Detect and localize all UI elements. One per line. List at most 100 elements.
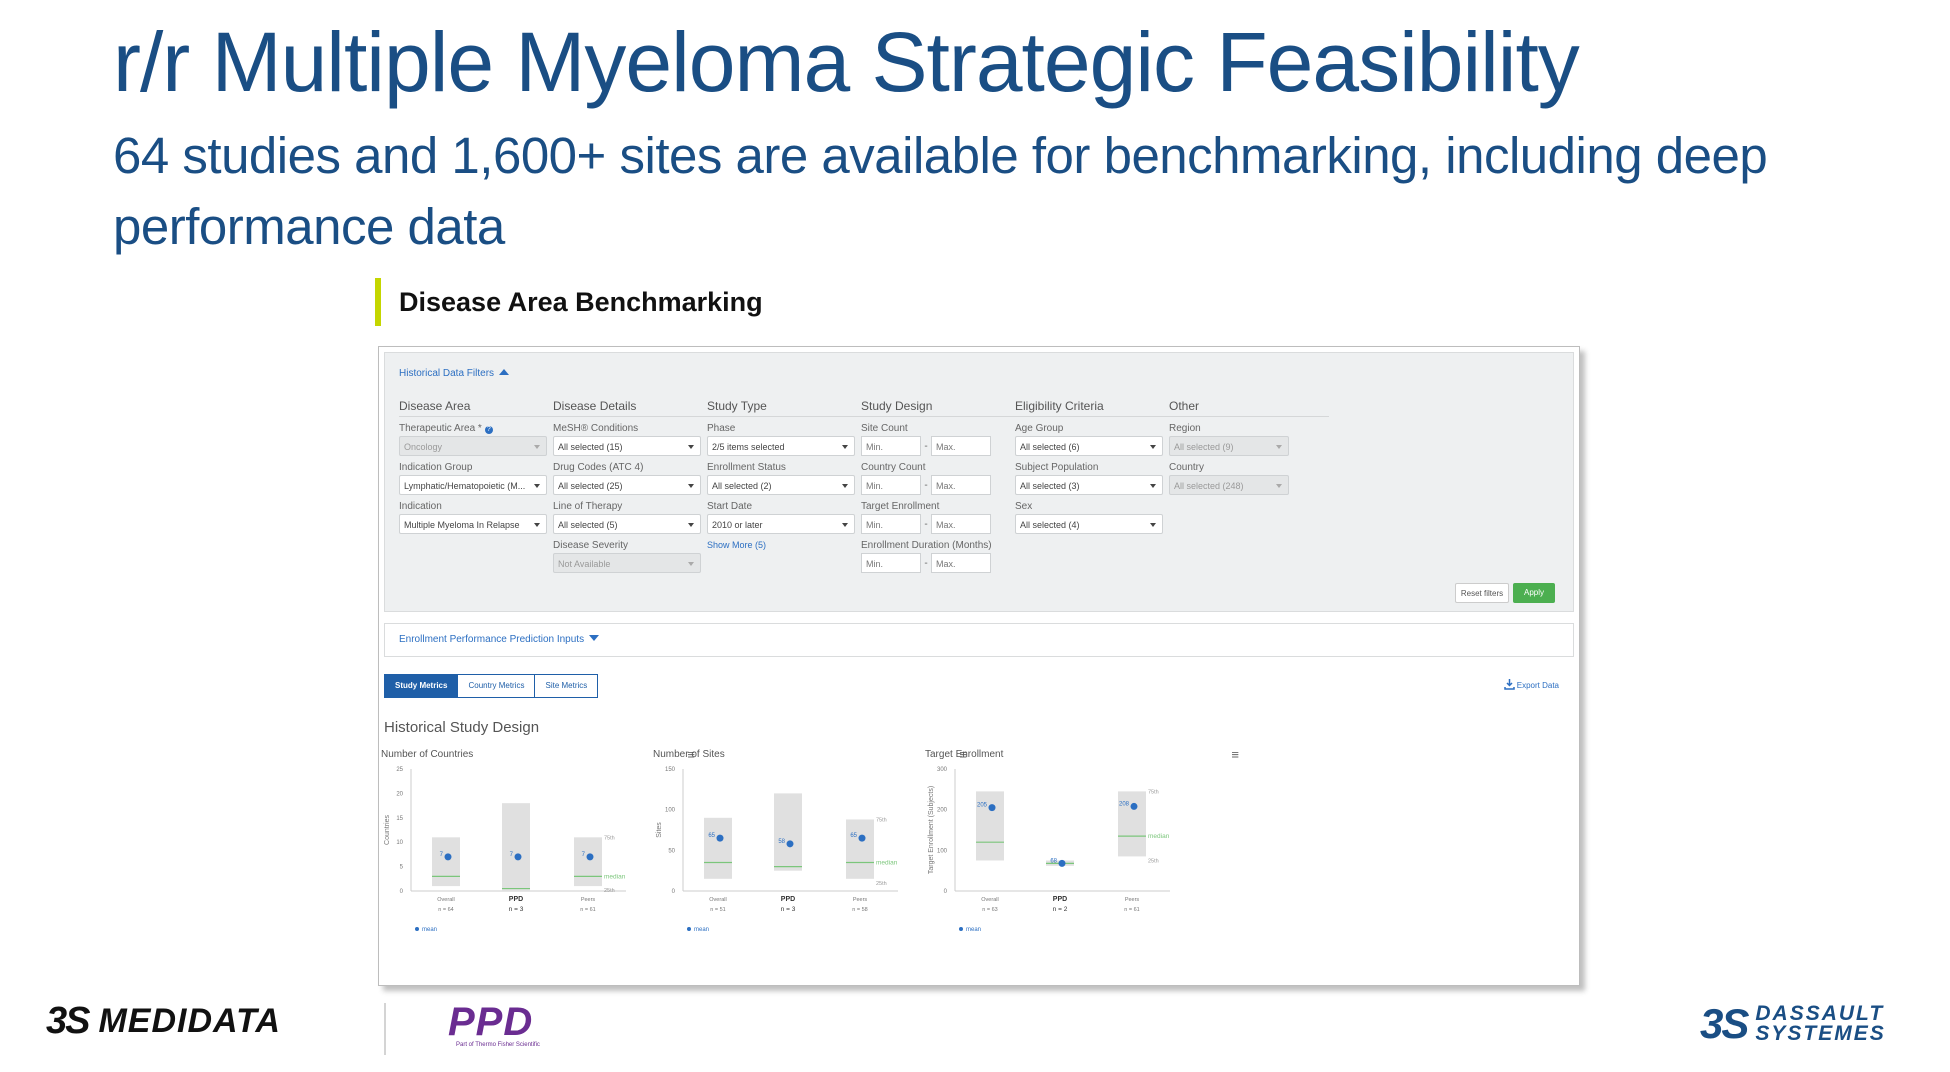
dropdown-arrow-icon bbox=[688, 445, 694, 449]
line-of-therapy-label: Line of Therapy bbox=[553, 501, 623, 512]
target-enrollment-range: Min. - Max. bbox=[861, 514, 1021, 534]
slide-subtitle: 64 studies and 1,600+ sites are availabl… bbox=[113, 127, 1768, 255]
chart-title: Target Enrollment bbox=[925, 749, 1004, 760]
x-n-label: n = 3 bbox=[509, 906, 524, 913]
iqr-box bbox=[976, 791, 1004, 861]
y-tick-label: 300 bbox=[937, 767, 948, 773]
medidata-logo-text: MEDIDATA bbox=[98, 1002, 281, 1040]
age-group-select[interactable]: All selected (6) bbox=[1015, 436, 1163, 456]
help-icon[interactable]: ? bbox=[484, 426, 493, 434]
target-enrollment-min-input[interactable]: Min. bbox=[861, 514, 921, 534]
tab-country-metrics[interactable]: Country Metrics bbox=[458, 674, 536, 698]
filter-column-other: Other Region All selected (9) Country Al… bbox=[1169, 399, 1329, 501]
filter-column-title: Disease Details bbox=[553, 399, 713, 417]
y-tick-label: 25 bbox=[396, 767, 403, 773]
dropdown-arrow-icon bbox=[534, 445, 540, 449]
country-select: All selected (248) bbox=[1169, 475, 1289, 495]
metric-tabs: Study Metrics Country Metrics Site Metri… bbox=[384, 674, 599, 698]
apply-button[interactable]: Apply bbox=[1513, 583, 1555, 603]
section-heading: Disease Area Benchmarking bbox=[375, 278, 763, 326]
dassault-logo-text: DASSAULT SYSTEMES bbox=[1755, 1002, 1886, 1045]
enrollment-duration-max-input[interactable]: Max. bbox=[931, 553, 991, 573]
dropdown-arrow-icon bbox=[1150, 523, 1156, 527]
mesh-conditions-select[interactable]: All selected (15) bbox=[553, 436, 701, 456]
dassault-logo-mark: 3S bbox=[1700, 1000, 1749, 1047]
filter-column-title: Eligibility Criteria bbox=[1015, 399, 1175, 417]
target-enrollment-chart-plot: Target Enrollment (Subjects) 0 100 200 300 20… bbox=[928, 767, 1170, 933]
hamburger-menu-icon[interactable]: ≡ bbox=[1231, 747, 1239, 762]
target-enrollment-chart: Target Enrollment ≡ Target Enrollment (S… bbox=[925, 747, 1243, 985]
q25-label: 25th bbox=[604, 888, 615, 894]
x-n-label: n = 3 bbox=[781, 906, 796, 913]
ppd-logo-tagline: Part of Thermo Fisher Scientific bbox=[456, 1042, 540, 1048]
mean-value-label: 205 bbox=[977, 803, 988, 809]
x-category-label: PPD bbox=[509, 896, 523, 903]
filter-column-title: Disease Area bbox=[399, 399, 559, 417]
y-axis-title: Sites bbox=[656, 822, 663, 838]
range-dash: - bbox=[924, 440, 928, 452]
site-count-label: Site Count bbox=[861, 423, 908, 434]
country-count-max-input[interactable]: Max. bbox=[931, 475, 991, 495]
x-category-label: Overall bbox=[709, 897, 726, 903]
sex-select[interactable]: All selected (4) bbox=[1015, 514, 1163, 534]
medidata-logo: 3S MEDIDATA bbox=[46, 1000, 281, 1043]
enrollment-status-select[interactable]: All selected (2) bbox=[707, 475, 855, 495]
export-data-button[interactable]: Export Data bbox=[1503, 679, 1559, 690]
legend-mean-label: mean bbox=[422, 927, 437, 933]
chart-title: Number of Sites bbox=[653, 749, 725, 760]
country-count-label: Country Count bbox=[861, 462, 926, 473]
site-count-min-input[interactable]: Min. bbox=[861, 436, 921, 456]
drug-codes-select[interactable]: All selected (25) bbox=[553, 475, 701, 495]
enrollment-prediction-inputs-toggle[interactable]: Enrollment Performance Prediction Inputs bbox=[399, 634, 600, 645]
y-tick-label: 15 bbox=[396, 816, 403, 822]
iqr-box bbox=[704, 817, 732, 879]
indication-select[interactable]: Multiple Myeloma In Relapse bbox=[399, 514, 547, 534]
slide-title: r/r Multiple Myeloma Strategic Feasibili… bbox=[113, 15, 1580, 109]
tab-study-metrics[interactable]: Study Metrics bbox=[384, 674, 459, 698]
mean-value-label: 58 bbox=[778, 839, 785, 845]
iqr-box bbox=[1118, 791, 1146, 857]
line-of-therapy-select[interactable]: All selected (5) bbox=[553, 514, 701, 534]
show-more-link[interactable]: Show More (5) bbox=[707, 540, 767, 550]
iqr-box bbox=[846, 819, 874, 879]
iqr-box bbox=[574, 837, 602, 887]
country-count-min-input[interactable]: Min. bbox=[861, 475, 921, 495]
benchmarking-app-screenshot: Historical Data Filters Disease Area The… bbox=[378, 346, 1580, 986]
subject-population-select[interactable]: All selected (3) bbox=[1015, 475, 1163, 495]
disease-severity-label: Disease Severity bbox=[553, 540, 629, 551]
y-tick-label: 0 bbox=[944, 889, 948, 895]
mean-value-label: 208 bbox=[1119, 801, 1130, 807]
y-tick-label: 5 bbox=[400, 865, 404, 871]
historical-data-filters-toggle[interactable]: Historical Data Filters bbox=[399, 363, 510, 381]
y-tick-label: 100 bbox=[665, 808, 676, 814]
x-n-label: n = 51 bbox=[710, 907, 725, 913]
target-enrollment-max-input[interactable]: Max. bbox=[931, 514, 991, 534]
site-count-max-input[interactable]: Max. bbox=[931, 436, 991, 456]
q75-label: 75th bbox=[604, 835, 615, 841]
enrollment-status-label: Enrollment Status bbox=[707, 462, 786, 473]
enrollment-prediction-inputs-panel[interactable]: Enrollment Performance Prediction Inputs bbox=[384, 623, 1574, 657]
country-label: Country bbox=[1169, 462, 1205, 473]
enrollment-duration-min-input[interactable]: Min. bbox=[861, 553, 921, 573]
range-dash: - bbox=[924, 518, 928, 530]
tab-site-metrics[interactable]: Site Metrics bbox=[535, 674, 599, 698]
x-category-label: Overall bbox=[437, 897, 454, 903]
historical-data-filters-panel: Historical Data Filters Disease Area The… bbox=[384, 352, 1574, 612]
legend-mean-label: mean bbox=[694, 927, 709, 933]
y-axis-title: Countries bbox=[384, 815, 391, 845]
mean-value-label: 65 bbox=[850, 833, 857, 839]
range-dash: - bbox=[924, 557, 928, 569]
filter-column-title: Study Design bbox=[861, 399, 1021, 417]
filter-column-eligibility-criteria: Eligibility Criteria Age Group All selec… bbox=[1015, 399, 1175, 540]
indication-group-select[interactable]: Lymphatic/Hematopoietic (M... bbox=[399, 475, 547, 495]
reset-filters-button[interactable]: Reset filters bbox=[1455, 583, 1509, 603]
mean-point bbox=[988, 804, 996, 812]
hamburger-menu-icon[interactable]: ≡ bbox=[959, 747, 967, 762]
therapeutic-area-label: Therapeutic Area *? bbox=[399, 423, 559, 436]
indication-group-label: Indication Group bbox=[399, 462, 473, 473]
hamburger-menu-icon[interactable]: ≡ bbox=[687, 747, 695, 762]
start-date-select[interactable]: 2010 or later bbox=[707, 514, 855, 534]
phase-select[interactable]: 2/5 items selected bbox=[707, 436, 855, 456]
q75-label: 75th bbox=[1148, 789, 1159, 795]
indication-label: Indication bbox=[399, 501, 442, 512]
